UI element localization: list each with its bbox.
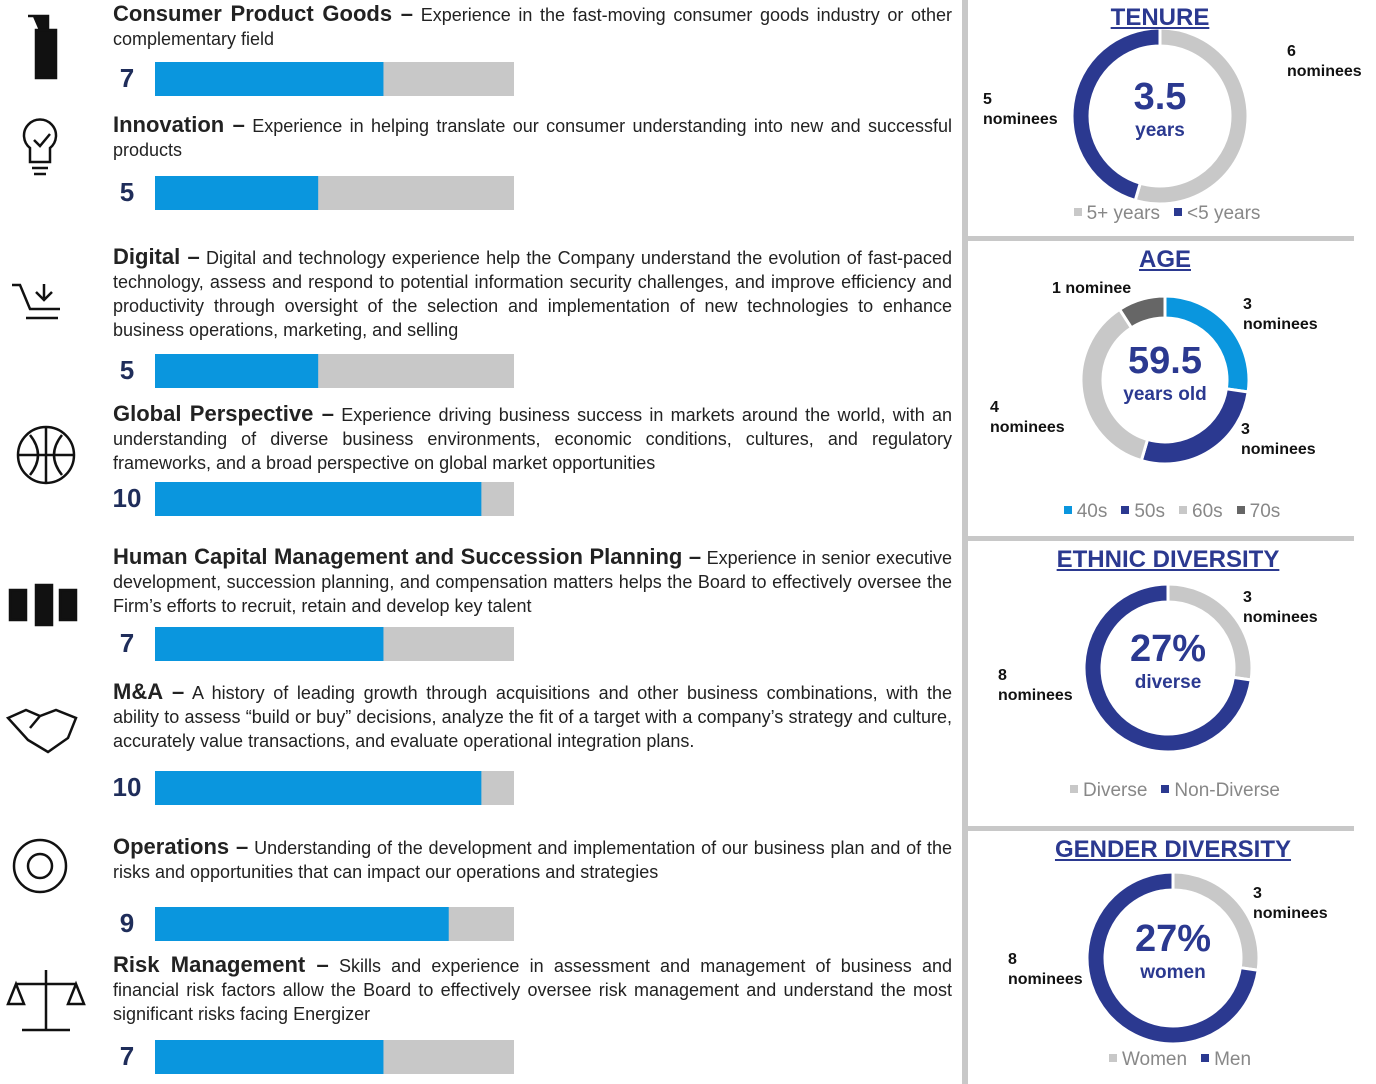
donut-title: AGE [1138,246,1191,273]
bar [155,627,384,661]
center-value: 27% [1129,628,1207,670]
value-label: 5 nominees [983,91,1058,128]
legend-label: 40s [1076,501,1108,522]
legend-swatch [1108,1054,1117,1062]
donut-segment [1085,870,1260,1046]
legend: Diverse Non-Diverse [978,780,1358,802]
skill-description: A history of leading growth through acqu… [113,683,952,751]
legend-swatch [1073,208,1082,216]
bar [155,1040,384,1074]
center-value: 3.5 [1133,76,1187,118]
bar-value: 5 [119,355,135,385]
legend-swatch [1121,506,1130,514]
skill-title: Operations – [113,834,249,859]
skill-description: Skills and experience in assessment and … [113,956,952,1024]
value-label: 6 nominees [1287,43,1362,80]
legend-swatch [1161,785,1170,793]
separator [962,0,968,1084]
legend-swatch [1174,208,1182,216]
skill-title: Innovation – [113,112,245,137]
bar-value: 7 [119,628,135,658]
legend-swatch [1179,506,1187,514]
skill-text: Operations – Understanding of the develo… [113,835,952,884]
value-label: 3 nominees [1241,421,1316,458]
skill-text: Global Perspective – Experience driving … [113,402,952,475]
skill-description: Experience in helping translate our cons… [113,116,953,160]
donut-title: ETHNIC DIVERSITY [1056,546,1280,573]
skill-title: Consumer Product Goods – [113,1,414,26]
center-value: 59.5 [1128,340,1202,382]
separator [968,236,1354,241]
skill-title: Global Perspective – [113,401,334,426]
value-label: 8 nominees [1008,951,1083,988]
value-label: 3 nominees [1253,885,1328,922]
value-label: 3 nominees [1243,589,1318,626]
legend-label: 60s [1192,501,1223,522]
skill-title: Digital – [113,244,200,269]
value-label: 4 nominees [990,399,1065,436]
value-label: 1 nominee [1052,280,1132,297]
legend-label: <5 years [1187,203,1261,224]
skill-text: Innovation – Experience in helping trans… [113,113,952,162]
donut-segment [1082,582,1253,754]
bar-value: 7 [119,63,135,93]
bar [155,62,384,96]
skill-title: M&A – [113,679,185,704]
legend: 5+ years <5 years [970,203,1350,225]
legend: Women Men [983,1049,1363,1071]
bar-value: 5 [119,177,135,207]
center-label: diverse [1134,672,1202,693]
bar [155,907,449,941]
legend-swatch [1201,1054,1210,1062]
bar-value: 9 [119,908,135,938]
legend-label: Non-Diverse [1174,780,1280,801]
skill-description: Digital and technology experience help t… [113,248,952,340]
skill-description: Experience in the fast-moving consumer g… [113,5,952,49]
separator [968,536,1354,541]
skill-title: Human Capital Management and Succession … [113,544,702,569]
bar-value: 7 [119,1041,135,1071]
skill-description: Experience driving business success in m… [113,405,952,473]
center-label: years old [1123,384,1207,405]
center-value: 27% [1134,918,1212,960]
legend-label: 5+ years [1086,203,1160,224]
bar [155,176,319,210]
donut-segment [1117,294,1167,330]
value-label: 3 nominees [1243,296,1318,333]
legend-swatch [1070,785,1078,793]
skill-description: Understanding of the development and imp… [113,838,952,882]
center-label: women [1140,962,1206,983]
legend: 40s 50s 60s 70s [975,501,1355,523]
separator [968,826,1354,831]
skill-title: Risk Management – [113,952,329,977]
legend-label: Women [1121,1049,1188,1070]
icons [5,14,86,1032]
legend-label: Men [1214,1049,1252,1070]
donut-title: TENURE [1110,4,1210,31]
skill-text: Digital – Digital and technology experie… [113,245,952,342]
legend-label: Diverse [1083,780,1148,801]
bar-value: 10 [112,772,142,802]
legend-label: 70s [1249,501,1281,522]
bar [155,771,482,805]
bar [155,354,319,388]
skill-text: Risk Management – Skills and experience … [113,953,952,1026]
skill-text: Human Capital Management and Succession … [113,545,952,618]
legend-swatch [1063,506,1072,514]
bar-value: 10 [112,483,142,513]
value-label: 8 nominees [998,667,1073,704]
skill-text: Consumer Product Goods – Experience in t… [113,2,952,51]
donut-title: GENDER DIVERSITY [1054,836,1292,863]
bar [155,482,482,516]
skill-description: Experience in senior executive developme… [113,548,952,616]
legend-label: 50s [1134,501,1165,522]
center-label: years [1135,120,1185,141]
donut-segment [1070,26,1162,203]
skill-text: M&A – A history of leading growth throug… [113,680,952,753]
legend-swatch [1236,506,1245,514]
